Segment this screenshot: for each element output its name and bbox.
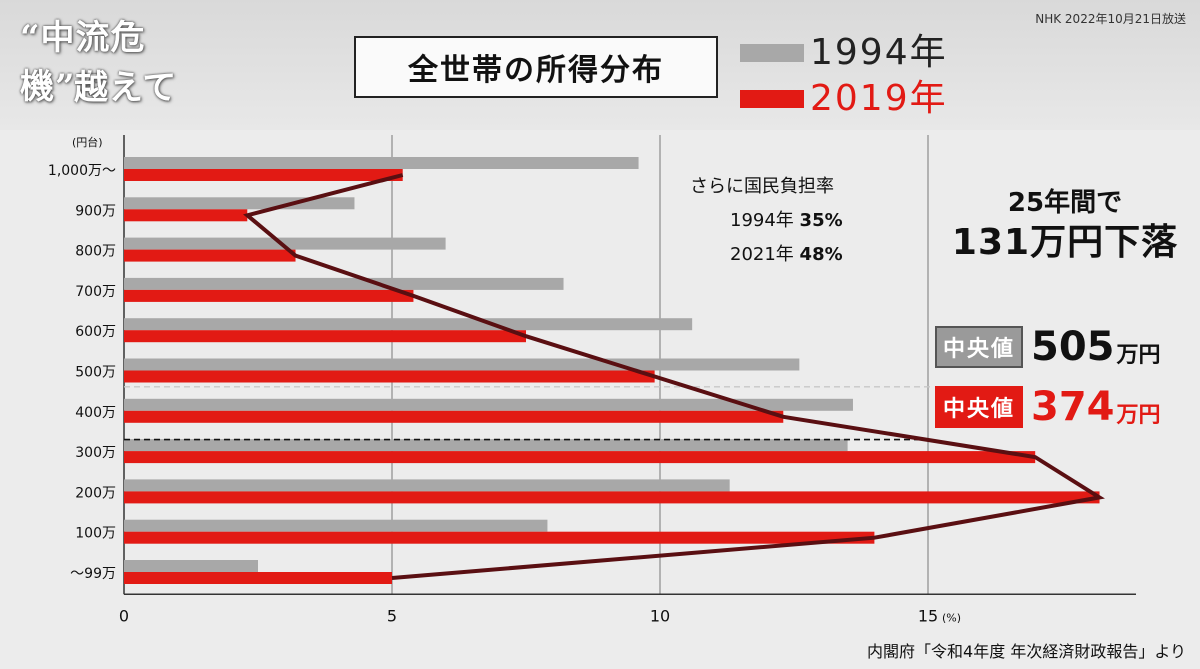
- logo-line-2: 越えて: [74, 68, 178, 108]
- category-label: 100万: [75, 526, 116, 542]
- bar-1994: [124, 157, 639, 169]
- x-tick-label: 10: [650, 606, 670, 625]
- category-label: 900万: [75, 203, 116, 219]
- bar-2019: [124, 451, 1036, 464]
- source-note: 内閣府「令和4年度 年次経済財政報告」より: [867, 642, 1186, 661]
- category-label: 400万: [75, 405, 116, 421]
- bar-2019: [124, 209, 248, 222]
- note-value: 48%: [799, 244, 843, 265]
- note-row-2021: 2021年 48%: [690, 238, 843, 272]
- category-label: 1,000万～: [48, 163, 116, 179]
- median-1994: 中央値 505 万円: [935, 322, 1161, 372]
- chart-title: 全世帯の所得分布: [354, 36, 718, 98]
- legend-label-2019: 2019年: [810, 78, 948, 119]
- bar-2019: [124, 330, 526, 343]
- legend-swatch-2019: [740, 90, 804, 108]
- note-value: 35%: [799, 210, 843, 231]
- median-2019: 中央値 374 万円: [935, 382, 1161, 432]
- bar-2019: [124, 169, 403, 181]
- bar-1994: [124, 398, 853, 411]
- x-tick-label: 15: [918, 606, 938, 625]
- bar-2019: [124, 370, 655, 383]
- bar-2019: [124, 289, 414, 302]
- bar-2019: [124, 572, 392, 584]
- median-value: 374: [1031, 384, 1115, 430]
- x-tick-label: 5: [387, 606, 397, 625]
- bar-2019: [124, 491, 1100, 504]
- note-year: 1994年: [730, 210, 794, 231]
- legend-swatch-1994: [740, 44, 804, 62]
- x-tick-label: 0: [119, 606, 129, 625]
- bar-1994: [124, 519, 548, 532]
- bar-1994: [124, 439, 848, 452]
- trend-outline: [243, 173, 1105, 580]
- legend-label-1994: 1994年: [810, 32, 948, 73]
- category-label: 300万: [75, 445, 116, 461]
- chart-legend: 1994年 2019年: [740, 30, 980, 122]
- bar-1994: [124, 197, 355, 210]
- category-label: 800万: [75, 244, 116, 260]
- bar-1994: [124, 237, 446, 250]
- x-unit-label: (%): [942, 611, 961, 624]
- bar-2019: [124, 410, 784, 423]
- bar-1994: [124, 479, 730, 492]
- category-label: 600万: [75, 324, 116, 340]
- headline-line-1: 25年間で: [1007, 188, 1123, 218]
- note-heading: さらに国民負担率: [690, 176, 834, 197]
- bar-2019: [124, 249, 296, 262]
- burden-rate-note: さらに国民負担率 1994年 35% 2021年 48%: [690, 170, 843, 272]
- category-label: ～99万: [70, 566, 116, 582]
- median-value: 505: [1031, 324, 1115, 370]
- bar-1994: [124, 560, 258, 572]
- bar-2019: [124, 531, 875, 544]
- y-unit-label: (円台): [72, 135, 103, 149]
- decline-headline: 25年間で 131万円下落: [935, 185, 1195, 265]
- note-year: 2021年: [730, 244, 794, 265]
- program-logo: “中流危機”を 越えて: [14, 10, 224, 110]
- logo-line-1: “中流危機”を: [20, 18, 146, 107]
- category-label: 500万: [75, 365, 116, 381]
- median-unit: 万円: [1116, 343, 1161, 368]
- category-label: 200万: [75, 485, 116, 501]
- median-tag: 中央値: [935, 326, 1024, 368]
- median-tag: 中央値: [935, 386, 1024, 428]
- legend-item-2019: 2019年: [740, 76, 980, 122]
- category-label: 700万: [75, 284, 116, 300]
- bar-1994: [124, 358, 800, 371]
- note-row-1994: 1994年 35%: [690, 204, 843, 238]
- headline-line-2: 131万円下落: [951, 222, 1179, 263]
- median-unit: 万円: [1116, 403, 1161, 428]
- bar-1994: [124, 277, 564, 290]
- bar-1994: [124, 318, 693, 331]
- broadcast-info: NHK 2022年10月21日放送: [1035, 12, 1186, 26]
- legend-item-1994: 1994年: [740, 30, 980, 76]
